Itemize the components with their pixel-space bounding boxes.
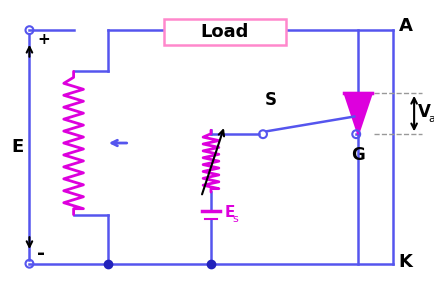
Text: V: V bbox=[418, 103, 431, 121]
Polygon shape bbox=[345, 93, 372, 134]
Text: +: + bbox=[37, 33, 50, 48]
Text: E: E bbox=[12, 138, 24, 156]
Text: A: A bbox=[398, 17, 412, 35]
Text: E: E bbox=[225, 205, 235, 220]
Text: -: - bbox=[37, 245, 45, 264]
Text: S: S bbox=[265, 91, 277, 109]
FancyBboxPatch shape bbox=[164, 19, 286, 45]
Text: K: K bbox=[398, 253, 412, 271]
Text: s: s bbox=[233, 214, 238, 223]
Text: a: a bbox=[429, 114, 434, 124]
Text: G: G bbox=[351, 146, 365, 164]
Text: Load: Load bbox=[201, 23, 249, 41]
